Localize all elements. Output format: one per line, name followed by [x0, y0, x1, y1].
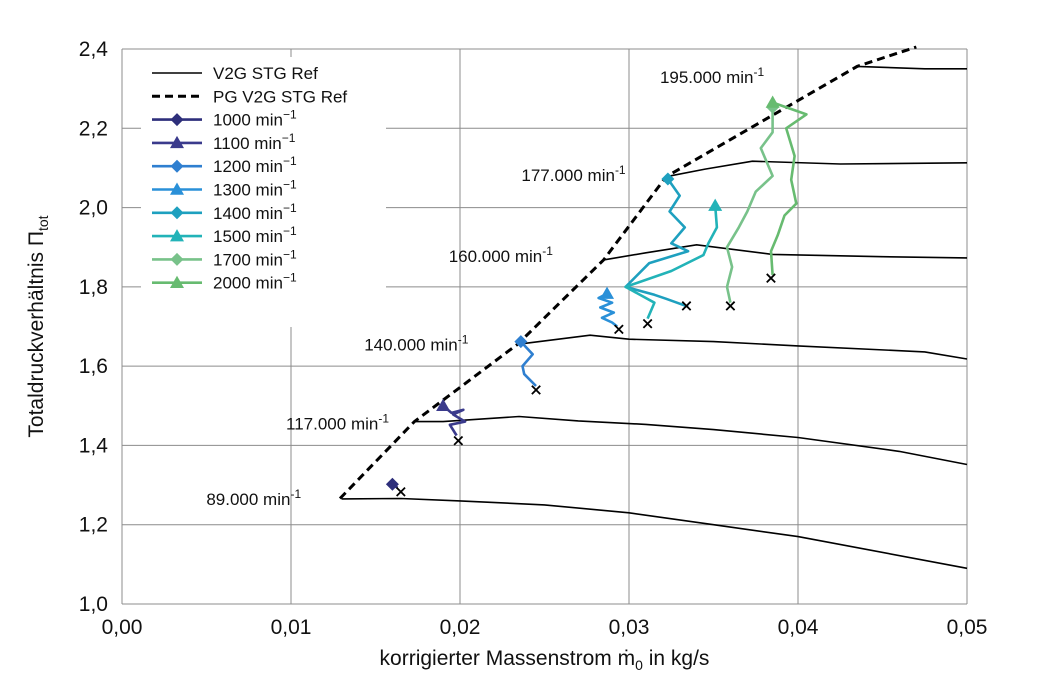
x-tick-label: 0,00: [102, 616, 143, 639]
end-point-marker: [766, 273, 776, 283]
y-tick-label: 2,4: [79, 38, 109, 61]
series-marker: [765, 95, 780, 108]
y-tick-label: 2,2: [79, 117, 108, 140]
y-tick-label: 1,4: [79, 434, 109, 457]
speed-line-160.000: [603, 243, 968, 261]
legend-series-label: 1400 min−1: [213, 201, 297, 223]
series-line: [442, 404, 467, 437]
x-tick-label: 0,03: [609, 616, 650, 639]
end-point-marker: [531, 385, 541, 395]
x-tick-label: 0,04: [778, 616, 819, 639]
end-point-marker: [453, 435, 464, 446]
x-axis-title: korrigierter Massenstrom ṁ0 in kg/s: [380, 647, 710, 673]
series-4: [624, 172, 690, 308]
speed-line-117.000: [414, 415, 968, 466]
speed-line-177.000: [666, 160, 968, 178]
legend-series-label: 1100 min−1: [213, 131, 296, 153]
legend-series-label: 2000 min−1: [213, 271, 297, 293]
legend-series-marker: [170, 135, 184, 149]
y-tick-label: 1,6: [79, 355, 108, 378]
end-point-marker: [681, 301, 692, 311]
legend-series-label: 1300 min−1: [213, 178, 297, 200]
legend-series-label: 1500 min−1: [213, 224, 297, 246]
series-7: [765, 95, 808, 276]
speed-label: 160.000 min-1: [449, 244, 554, 266]
series-0: [385, 477, 399, 491]
series-line: [725, 107, 774, 303]
x-tick-label: 0,01: [271, 616, 312, 639]
series-marker: [661, 172, 675, 186]
speed-label: 89.000 min-1: [206, 487, 301, 509]
speed-label: 117.000 min-1: [286, 412, 389, 434]
legend-surge-label: PG V2G STG Ref: [213, 87, 347, 106]
series-marker: [708, 198, 723, 211]
legend-series-marker: [170, 275, 184, 288]
speed-line-140.000: [517, 334, 968, 360]
speed-label: 177.000 min-1: [521, 163, 626, 185]
y-tick-label: 2,0: [79, 197, 108, 220]
series-3: [597, 286, 619, 328]
x-tick-label: 0,02: [440, 616, 481, 639]
y-axis-title: Totaldruckverhältnis Πtot: [25, 215, 51, 437]
series-line: [769, 101, 808, 276]
legend-series-label: 1200 min−1: [213, 154, 297, 176]
legend-series-marker: [170, 182, 184, 195]
series-line: [624, 178, 690, 308]
surge-line: [338, 45, 917, 500]
end-point-marker: [396, 486, 406, 497]
legend-series-marker: [170, 252, 184, 266]
speed-label: 195.000 min-1: [660, 65, 765, 87]
series-marker: [385, 477, 399, 491]
speed-line-89.000: [341, 497, 968, 570]
y-tick-label: 1,0: [79, 593, 108, 616]
series-line: [624, 205, 719, 320]
series-1: [436, 398, 467, 437]
end-point-marker: [642, 318, 653, 329]
legend-series-label: 1000 min−1: [213, 108, 297, 130]
end-point-marker: [614, 324, 624, 335]
legend-series-marker: [170, 229, 184, 242]
x-tick-label: 0,05: [947, 616, 988, 639]
legend-ref-label: V2G STG Ref: [213, 64, 318, 83]
legend-series-label: 1700 min−1: [213, 247, 297, 269]
speed-line-195.000: [857, 65, 967, 70]
end-point-marker: [725, 301, 736, 311]
y-tick-label: 1,2: [79, 514, 108, 537]
series-line: [519, 340, 537, 387]
y-tick-label: 1,8: [79, 276, 108, 299]
legend-series-marker: [170, 206, 184, 220]
series-5: [624, 198, 723, 320]
legend-series-marker: [170, 159, 184, 173]
speed-label: 140.000 min-1: [364, 332, 469, 354]
series-marker: [436, 398, 451, 412]
series-2: [514, 335, 537, 387]
legend-series-marker: [170, 113, 184, 127]
series-marker: [600, 286, 615, 299]
series-marker: [514, 335, 528, 349]
